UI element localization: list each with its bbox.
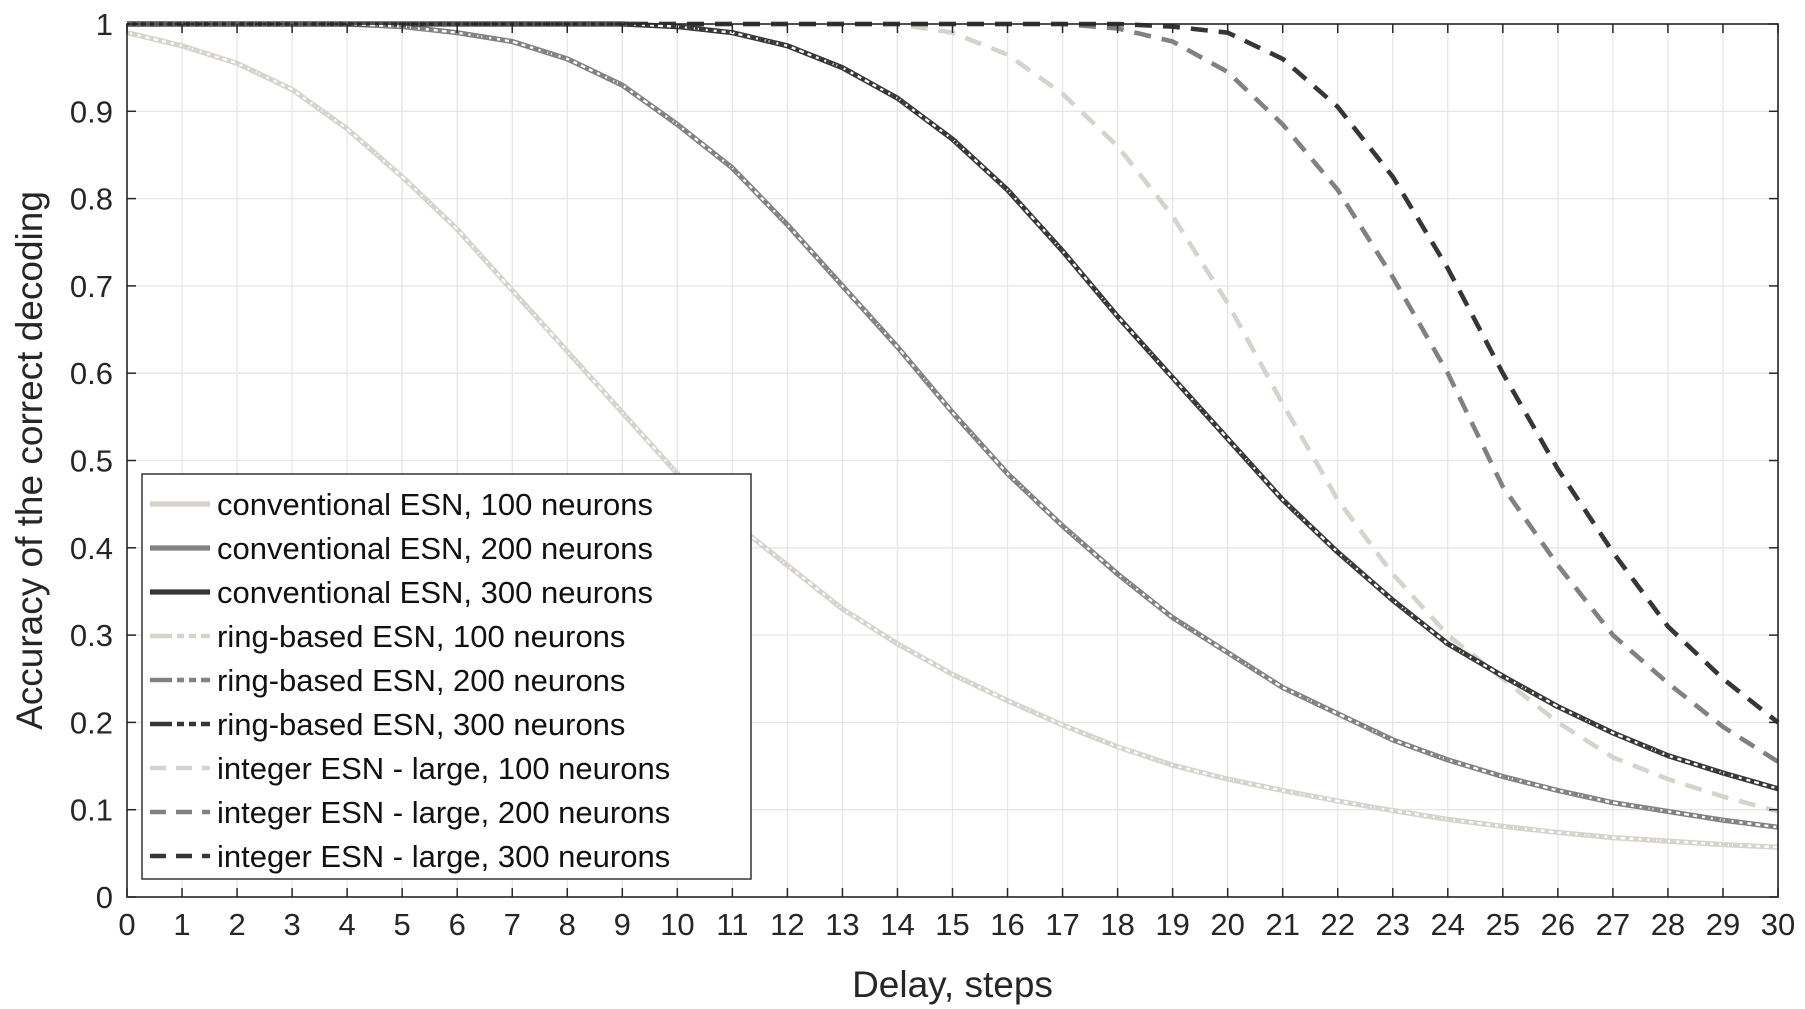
legend-label: integer ESN - large, 100 neurons xyxy=(217,751,670,786)
legend-label: integer ESN - large, 200 neurons xyxy=(217,795,670,830)
y-tick-label: 0.2 xyxy=(70,705,113,740)
y-tick-label: 0.1 xyxy=(70,793,113,828)
x-tick-label: 25 xyxy=(1486,907,1520,942)
x-tick-label: 23 xyxy=(1376,907,1410,942)
y-tick-label: 0.8 xyxy=(70,182,113,217)
x-tick-label: 19 xyxy=(1155,907,1189,942)
x-tick-label: 26 xyxy=(1541,907,1575,942)
legend-label: ring-based ESN, 300 neurons xyxy=(217,707,625,742)
legend-label: conventional ESN, 100 neurons xyxy=(217,487,653,522)
x-tick-label: 30 xyxy=(1761,907,1795,942)
legend-item: ring-based ESN, 200 neurons xyxy=(150,663,625,698)
y-tick-label: 0.3 xyxy=(70,618,113,653)
y-axis-title: Accuracy of the correct decoding xyxy=(9,191,50,730)
x-tick-label: 20 xyxy=(1210,907,1244,942)
legend-item: conventional ESN, 300 neurons xyxy=(150,575,653,610)
x-tick-label: 18 xyxy=(1100,907,1134,942)
x-tick-label: 0 xyxy=(118,907,135,942)
x-tick-label: 5 xyxy=(394,907,411,942)
x-tick-label: 4 xyxy=(339,907,356,942)
x-tick-label: 21 xyxy=(1265,907,1299,942)
legend-box xyxy=(141,473,752,880)
x-tick-label: 6 xyxy=(449,907,466,942)
x-tick-label: 28 xyxy=(1651,907,1685,942)
y-tick-label: 0.5 xyxy=(70,444,113,479)
series-line xyxy=(127,22,1779,829)
legend-label: ring-based ESN, 100 neurons xyxy=(217,619,625,654)
x-tick-label: 12 xyxy=(770,907,804,942)
legend-item: integer ESN - large, 300 neurons xyxy=(150,839,670,874)
x-tick-label: 3 xyxy=(283,907,300,942)
x-tick-label: 14 xyxy=(880,907,914,942)
y-tick-label: 0.4 xyxy=(70,531,113,566)
x-tick-label: 17 xyxy=(1045,907,1079,942)
legend-label: ring-based ESN, 200 neurons xyxy=(217,663,625,698)
x-tick-label: 10 xyxy=(660,907,694,942)
x-tick-label: 24 xyxy=(1431,907,1465,942)
x-tick-label: 2 xyxy=(228,907,245,942)
x-tick-label: 16 xyxy=(990,907,1024,942)
legend-item: integer ESN - large, 200 neurons xyxy=(150,795,670,830)
x-tick-label: 22 xyxy=(1320,907,1354,942)
legend-item: integer ESN - large, 100 neurons xyxy=(150,751,670,786)
y-tick-label: 0 xyxy=(96,880,113,915)
legend-label: conventional ESN, 300 neurons xyxy=(217,575,653,610)
x-axis-title: Delay, steps xyxy=(852,964,1053,1005)
legend-item: ring-based ESN, 100 neurons xyxy=(150,619,625,654)
legend-item: ring-based ESN, 300 neurons xyxy=(150,707,625,742)
series-highlight xyxy=(126,31,1779,849)
legend-label: conventional ESN, 200 neurons xyxy=(217,531,653,566)
x-tick-label: 9 xyxy=(614,907,631,942)
x-tick-label: 1 xyxy=(173,907,190,942)
legend: conventional ESN, 100 neurons conventiona… xyxy=(141,473,752,880)
y-tick-label: 1 xyxy=(96,7,113,42)
series-line xyxy=(127,22,1779,790)
y-tick-label: 0.6 xyxy=(70,356,113,391)
x-tick-label: 11 xyxy=(716,907,748,942)
y-tick-label: 0.7 xyxy=(70,269,113,304)
x-tick-label: 15 xyxy=(935,907,969,942)
legend-label: integer ESN - large, 300 neurons xyxy=(217,839,670,874)
legend-item: conventional ESN, 100 neurons xyxy=(150,487,653,522)
axis-ticks: 0 1 2 3 4 5 6 7 8 9 10 11 12 13 14 15 16 17 18 19 20 21 22 23 24… xyxy=(70,7,1795,942)
x-tick-label: 8 xyxy=(559,907,576,942)
x-tick-label: 13 xyxy=(825,907,859,942)
y-tick-label: 0.9 xyxy=(70,94,113,129)
legend-item: conventional ESN, 200 neurons xyxy=(150,531,653,566)
x-tick-label: 7 xyxy=(504,907,521,942)
x-tick-label: 29 xyxy=(1706,907,1740,942)
x-tick-label: 27 xyxy=(1596,907,1630,942)
